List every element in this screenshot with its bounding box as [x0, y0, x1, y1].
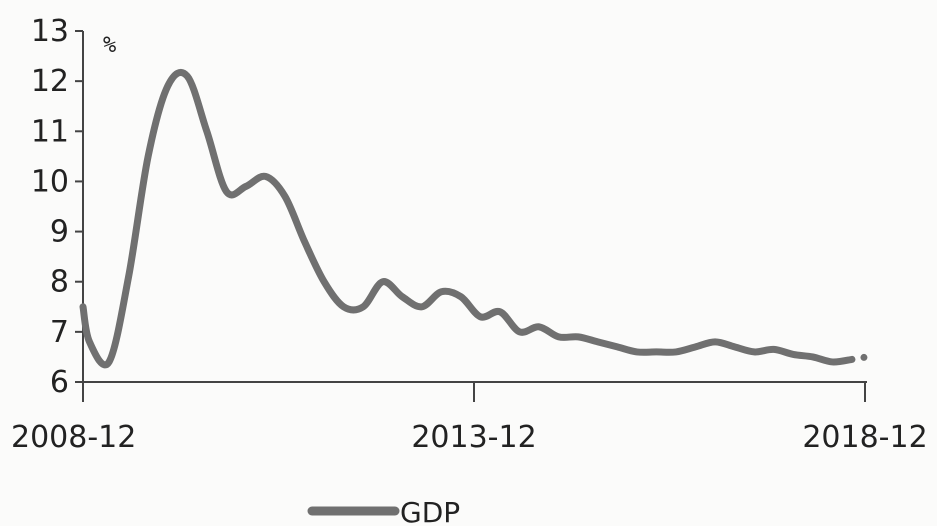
y-tick-label: 12 — [31, 64, 69, 99]
x-tick-label: 2013-12 — [411, 420, 536, 455]
y-tick-label: 7 — [50, 315, 69, 350]
y-ticks: 6 7 8 9 10 11 12 13 — [31, 14, 83, 400]
series-layer — [79, 68, 868, 369]
series-line-gdp — [79, 68, 856, 369]
y-tick-label: 9 — [50, 215, 69, 250]
x-tick-label: 2008-12 — [11, 420, 136, 455]
legend-label-gdp: GDP — [400, 496, 460, 526]
y-tick-label: 13 — [31, 14, 69, 49]
x-tick-label: 2018-12 — [802, 420, 927, 455]
y-tick-label: 6 — [50, 365, 69, 400]
y-tick-label: 11 — [31, 114, 69, 149]
y-tick-label: 8 — [50, 265, 69, 300]
x-ticks: 2008-12 2013-12 2018-12 — [11, 382, 928, 455]
y-tick-label: 10 — [31, 164, 69, 199]
series-end-marker — [860, 353, 868, 361]
legend: GDP — [307, 496, 460, 526]
unit-label: % — [103, 33, 116, 58]
